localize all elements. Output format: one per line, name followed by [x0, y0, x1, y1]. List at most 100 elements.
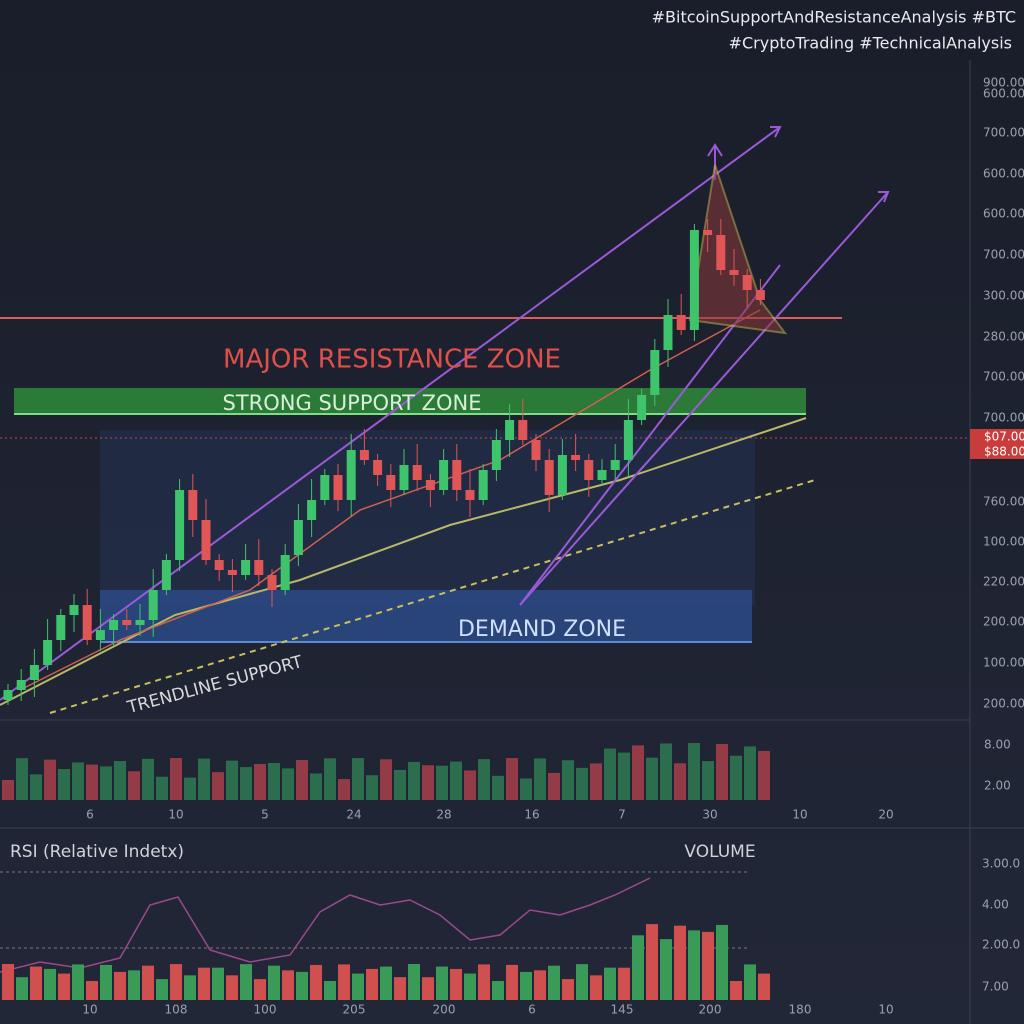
rsi-volume-bar: [366, 968, 378, 1000]
rsi-volume-bar: [688, 930, 700, 1000]
volume-bar: [226, 760, 238, 800]
candle-body: [359, 450, 369, 460]
volume-bar: [450, 761, 462, 800]
volume-bar: [604, 748, 616, 800]
candle-body: [122, 620, 132, 625]
volume-bar: [338, 779, 350, 800]
volume-bar: [44, 759, 56, 800]
volume-bar: [296, 759, 308, 800]
rsi-volume-bar: [744, 964, 756, 1000]
volume-bar: [660, 743, 672, 800]
price-axis-label: 200.00: [983, 615, 1024, 629]
hashtags: #BitcoinSupportAndResistanceAnalysis #BT…: [652, 8, 1016, 27]
volume-axis-label: 8.00: [984, 738, 1011, 752]
volume-bar: [520, 778, 532, 800]
volume-bar: [366, 775, 378, 800]
rsi-volume-bar: [730, 980, 742, 1000]
candle-body: [597, 470, 607, 480]
trendline: [49, 479, 816, 714]
candle-body: [82, 605, 92, 640]
rsi-volume-bar: [408, 964, 420, 1000]
x-axis-label: 10: [168, 808, 183, 822]
rsi-volume-bar: [604, 967, 616, 1000]
rsi-volume-bar: [296, 971, 308, 1000]
price-axis-label: 900.00: [983, 76, 1024, 90]
rsi-volume-bar: [58, 973, 70, 1000]
volume-bar: [198, 758, 210, 800]
volume-bar: [674, 763, 686, 800]
rsi-volume-bar: [142, 965, 154, 1000]
volume-bar: [2, 780, 14, 800]
price-axis-label: 280.00: [983, 330, 1024, 344]
rsi-volume-bar: [352, 973, 364, 1000]
volume-bar: [688, 743, 700, 800]
rsi-volume-bar: [590, 975, 602, 1000]
candle-body: [755, 290, 765, 300]
volume-bar: [72, 762, 84, 800]
candle-body: [452, 460, 462, 490]
volume-bar: [114, 761, 126, 800]
price-axis-label: 700.00: [983, 248, 1024, 262]
rsi-volume-bar: [170, 964, 182, 1000]
volume-bar: [422, 765, 434, 800]
rsi-line: [0, 877, 651, 973]
volume-bar: [492, 775, 504, 800]
volume-bar: [156, 776, 168, 800]
rsi-x-axis-label: 205: [343, 1003, 366, 1017]
support-zone: [14, 388, 806, 415]
rsi-x-axis-label: 145: [611, 1003, 634, 1017]
rsi-volume-bar: [338, 964, 350, 1000]
volume-bar: [646, 757, 658, 800]
candle-body: [439, 460, 449, 490]
rsi-x-axis-label: 108: [165, 1003, 188, 1017]
candle-body: [293, 520, 303, 555]
volume-bar: [744, 746, 756, 800]
volume-bar: [282, 768, 294, 800]
demand-label: DEMAND ZONE: [458, 617, 626, 642]
rsi-volume-bar: [310, 964, 322, 1000]
hashtags: #CryptoTrading #TechnicalAnalysis: [729, 34, 1012, 53]
rsi-volume-bar: [184, 975, 196, 1000]
demand-zone: [100, 590, 752, 642]
candle-body: [241, 560, 251, 575]
volume-bar: [534, 758, 546, 800]
price-tag-label: $88.00: [984, 445, 1024, 459]
rsi-volume-bar: [492, 981, 504, 1000]
rsi-volume-bar: [380, 966, 392, 1000]
volume-bar: [394, 769, 406, 800]
volume-bar: [352, 758, 364, 800]
rsi-volume-bar: [758, 973, 770, 1000]
price-axis-label: 300.00: [983, 289, 1024, 303]
rsi-volume-bar: [534, 970, 546, 1000]
rsi-volume-bar: [226, 975, 238, 1000]
rsi-volume-bar: [268, 965, 280, 1000]
candle-body: [571, 455, 581, 460]
volume-bar: [408, 761, 420, 800]
volume-bar: [58, 769, 70, 800]
candle-body: [148, 590, 158, 620]
volume-bar: [716, 744, 728, 800]
price-axis-label: 600.00: [983, 167, 1024, 181]
rsi-x-axis-label: 10: [82, 1003, 97, 1017]
volume-bar: [268, 762, 280, 800]
candle-body: [703, 230, 713, 235]
candle-body: [491, 440, 501, 470]
rsi-volume-bar: [16, 977, 28, 1000]
volume-bar: [184, 777, 196, 800]
candle-body: [201, 520, 211, 560]
candle-body: [412, 465, 422, 480]
rsi-x-axis-label: 180: [789, 1003, 812, 1017]
price-axis-label: 600.00: [983, 87, 1024, 101]
volume-bar: [170, 758, 182, 800]
candle-body: [478, 470, 488, 500]
rsi-volume-bar: [44, 968, 56, 1000]
rsi-volume-bar: [702, 931, 714, 1000]
candle-body: [3, 690, 13, 700]
volume-bar: [618, 752, 630, 800]
volume-bar: [310, 773, 322, 800]
candle-body: [742, 275, 752, 290]
rsi-volume-bar: [716, 924, 728, 1000]
candle-body: [518, 420, 528, 440]
